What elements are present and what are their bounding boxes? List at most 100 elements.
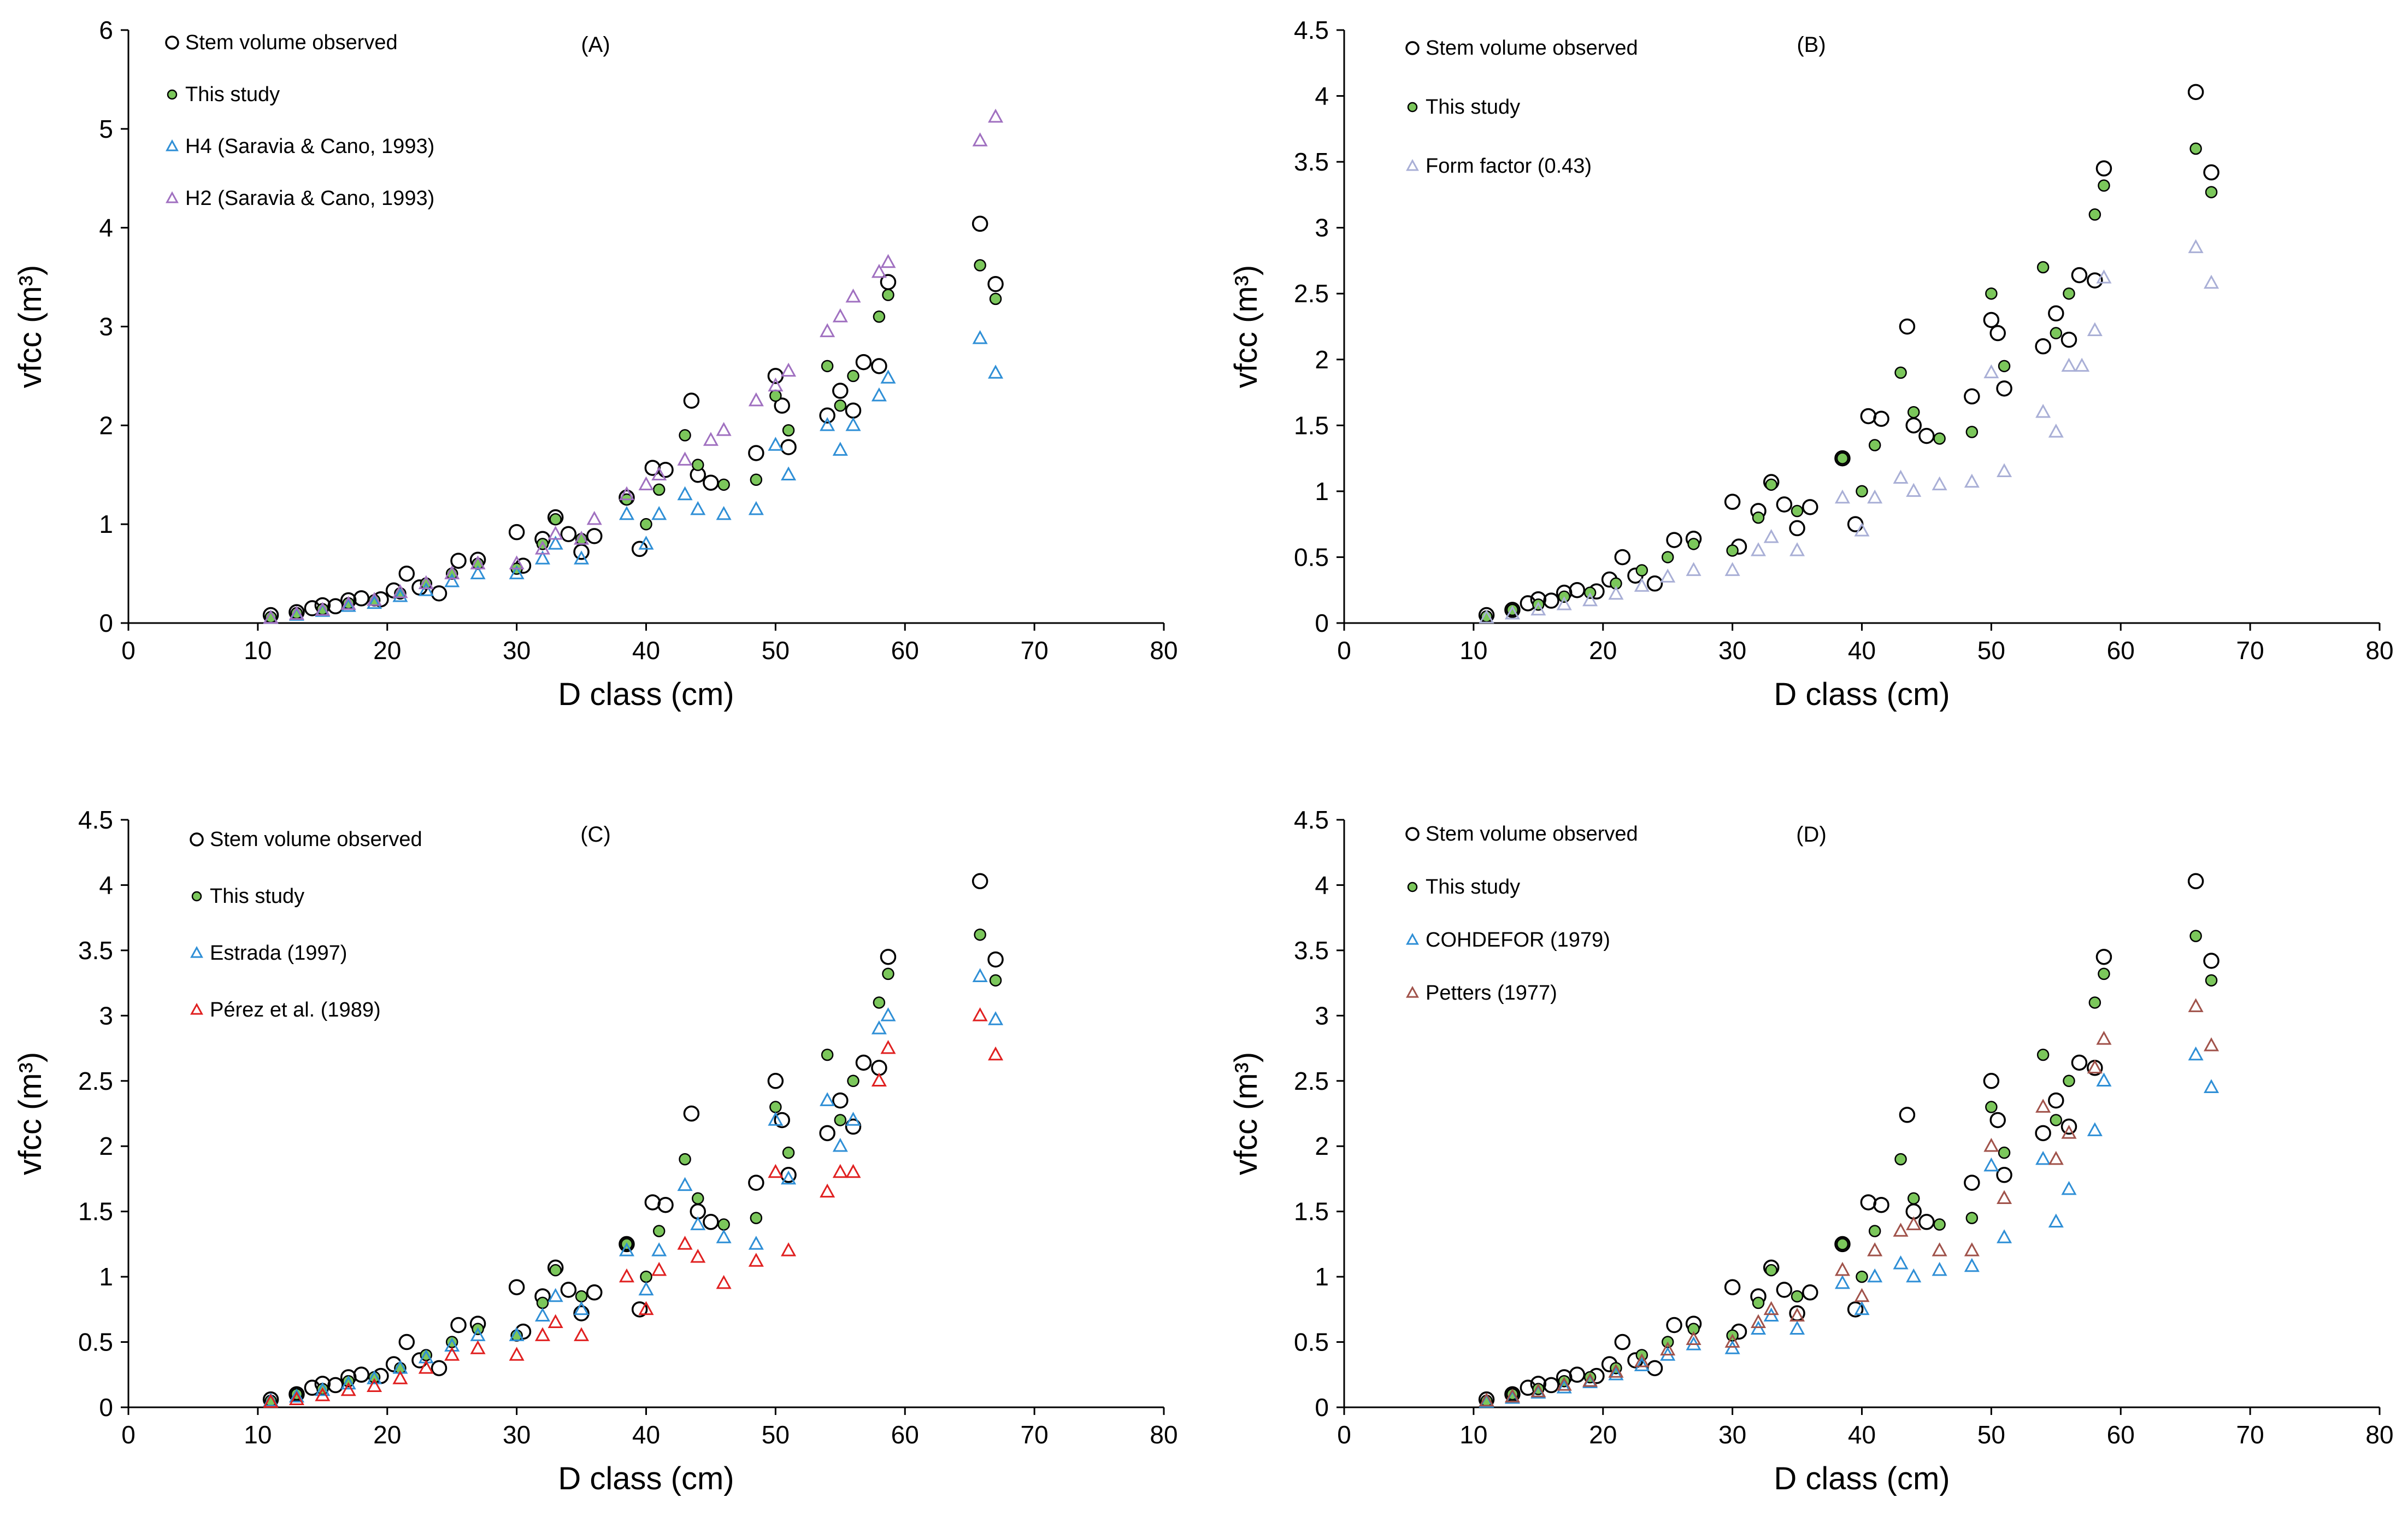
data-point [2188, 998, 2204, 1012]
data-point [1985, 287, 1998, 300]
data-point [444, 1337, 460, 1352]
data-point [651, 1242, 667, 1256]
data-point [1569, 582, 1586, 598]
data-point [2187, 84, 2204, 101]
data-point [1634, 1353, 1650, 1367]
data-point [644, 1194, 661, 1211]
panel-c: 0 10 20 30 40 50 60 70 80 0 0.5 1 1.5 2 2.5 3 3.5 4 4.5 D c… [13, 806, 1178, 1496]
x-axis-title: D class (cm) [1774, 677, 1950, 712]
data-point [508, 1279, 525, 1295]
data-point [782, 1146, 795, 1159]
x-tick-label: 70 [1021, 636, 1049, 665]
data-point [638, 1281, 654, 1296]
y-tick-label: 1.5 [1294, 411, 1329, 439]
data-point [574, 550, 590, 565]
legend-marker [190, 1002, 203, 1015]
data-point [1724, 1334, 1740, 1348]
data-point [1997, 463, 2012, 478]
data-point [470, 1340, 486, 1354]
data-point [832, 1164, 848, 1178]
data-point [780, 439, 797, 455]
y-tick-label: 4 [99, 214, 113, 242]
data-point [1543, 592, 1559, 609]
data-point [1873, 410, 1889, 427]
data-point [781, 362, 797, 377]
data-point [1868, 1225, 1881, 1237]
data-point [315, 1387, 331, 1401]
data-point [750, 1212, 763, 1224]
y-tick-label: 4 [99, 871, 113, 899]
legend-label: This study [1426, 876, 1520, 898]
data-point [1893, 1223, 1909, 1237]
data-point [989, 292, 1002, 306]
legend-marker [1407, 102, 1418, 113]
data-point [1556, 596, 1572, 610]
data-point [972, 1007, 988, 1021]
y-tick-label: 0.5 [1294, 1328, 1329, 1356]
data-point [1608, 1366, 1624, 1381]
data-point [781, 1170, 797, 1185]
data-point [677, 1236, 693, 1250]
y-tick-label: 3 [99, 1001, 113, 1030]
data-point [972, 873, 988, 890]
data-point [819, 1125, 835, 1142]
x-tick-label: 20 [373, 1420, 401, 1449]
legend-label: Estrada (1997) [210, 942, 347, 965]
data-point [880, 1007, 896, 1021]
data-point [2035, 1150, 2051, 1165]
data-point [880, 949, 897, 965]
data-point [367, 592, 382, 606]
data-point [1893, 469, 1909, 484]
data-point [1802, 499, 1818, 515]
data-point [392, 1370, 408, 1384]
data-point [781, 1242, 797, 1256]
legend-label: This study [1426, 96, 1520, 119]
y-tick-label: 3.5 [1294, 148, 1329, 176]
data-point [871, 263, 887, 278]
series-1 [1480, 142, 2218, 623]
x-tick-label: 50 [762, 1420, 790, 1449]
data-point [2050, 327, 2063, 339]
x-tick-label: 40 [1848, 1420, 1876, 1449]
panel-label: (B) [1797, 33, 1826, 57]
x-tick-label: 0 [121, 636, 136, 665]
data-point [748, 501, 764, 515]
data-point [2098, 967, 2110, 980]
data-point [1873, 1196, 1889, 1213]
data-point [574, 1327, 590, 1341]
data-point [1834, 1261, 1851, 1276]
data-point [2188, 1046, 2204, 1061]
data-point [1996, 1167, 2012, 1183]
series-2 [263, 968, 1004, 1407]
series-3 [263, 1007, 1004, 1408]
data-point [353, 590, 370, 607]
series-0 [262, 215, 1004, 624]
data-point [398, 1334, 415, 1350]
data-point [748, 1174, 764, 1191]
data-point [2035, 1125, 2051, 1142]
series-3 [263, 108, 1004, 624]
data-point [1556, 1379, 1572, 1394]
x-tick-label: 70 [2236, 1420, 2264, 1449]
data-point [1983, 1073, 2000, 1089]
data-point [871, 1020, 887, 1035]
data-point [2096, 269, 2112, 284]
legend-label: This study [210, 885, 304, 908]
data-point [1686, 562, 1702, 576]
data-point [1726, 544, 1739, 557]
data-point [974, 928, 986, 941]
data-point [748, 445, 764, 461]
data-point [855, 1054, 872, 1071]
y-tick-label: 4.5 [1294, 806, 1329, 834]
data-point [392, 588, 408, 602]
data-point [1763, 529, 1779, 543]
data-point [289, 1388, 304, 1403]
legend-label: Stem volume observed [185, 31, 398, 54]
data-point [1997, 1229, 2012, 1243]
data-point [1661, 551, 1674, 563]
legend-label: H4 (Saravia & Cano, 1993) [185, 135, 434, 158]
data-point [398, 565, 415, 582]
data-point [2063, 1074, 2075, 1088]
data-point [2087, 272, 2103, 289]
x-tick-label: 30 [1718, 1420, 1746, 1449]
